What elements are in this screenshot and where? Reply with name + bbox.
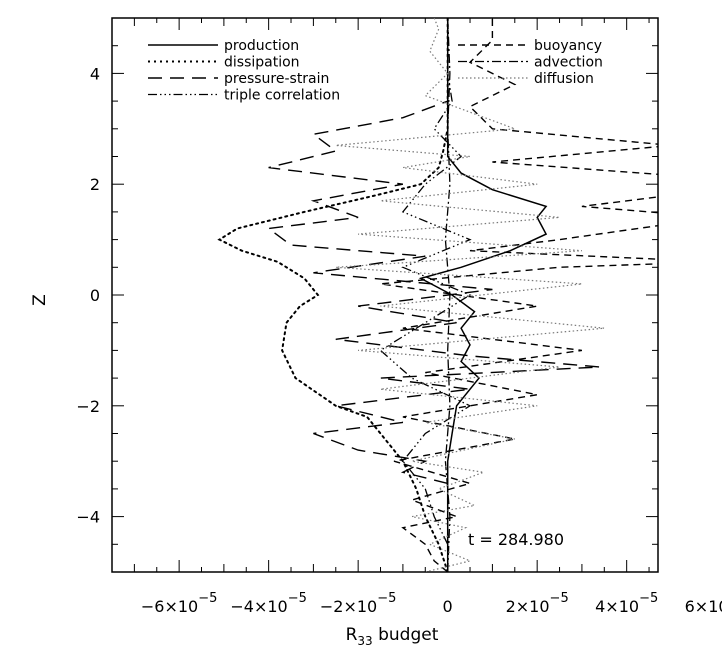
legend-entry-production: production	[148, 38, 299, 54]
legend-entry-triple-correlation: triple correlation	[148, 88, 340, 104]
series-line-advection	[444, 18, 451, 572]
legend-label: pressure-strain	[224, 71, 329, 87]
legend-entry-buoyancy: buoyancy	[458, 38, 602, 54]
legend: productiondissipationpressure-straintrip…	[148, 38, 603, 104]
x-tick-mantissa: 2×10	[506, 597, 550, 616]
y-tick-label: 4	[90, 64, 100, 83]
y-axis: −4 −2 0 2 4	[76, 17, 658, 573]
x-tick-label: 0	[443, 597, 453, 616]
x-tick-label: −2×10−5	[320, 591, 397, 616]
plot-border	[111, 17, 659, 573]
x-tick-mantissa: 4×10	[595, 597, 639, 616]
series-line-triple-correlation	[379, 73, 472, 545]
x-axis-label-rest: budget	[373, 625, 439, 645]
time-annotation: t = 284.980	[468, 530, 564, 549]
y-tick-label: −4	[76, 508, 100, 527]
x-tick-exponent: −5	[550, 591, 569, 606]
legend-entry-diffusion: diffusion	[458, 71, 594, 87]
series-line-pressure-strain	[266, 100, 600, 485]
y-tick-label: 0	[90, 286, 100, 305]
x-tick-label: 4×10−5	[595, 591, 658, 616]
legend-label: diffusion	[534, 71, 594, 87]
x-tick-mantissa: 0	[443, 597, 453, 616]
x-tick-exponent: −5	[288, 591, 307, 606]
legend-label: dissipation	[224, 55, 300, 71]
legend-label: advection	[534, 55, 603, 71]
legend-label: production	[224, 38, 299, 54]
x-tick-mantissa: −6×10	[141, 597, 198, 616]
x-axis: −6×10−5−4×10−5−2×10−502×10−54×10−56×10−5	[133, 18, 722, 616]
legend-entry-pressure-strain: pressure-strain	[148, 71, 329, 87]
x-tick-label: 6×10−5	[685, 591, 722, 616]
legend-label: triple correlation	[224, 88, 340, 104]
legend-entry-advection: advection	[458, 55, 603, 71]
x-tick-label: −6×10−5	[141, 591, 218, 616]
y-tick-label: −2	[76, 397, 100, 416]
x-axis-label-sub: 33	[357, 634, 372, 648]
x-tick-mantissa: −4×10	[230, 597, 287, 616]
series-line-dissipation	[217, 18, 449, 572]
legend-entry-dissipation: dissipation	[148, 55, 300, 71]
legend-label: buoyancy	[534, 38, 602, 54]
series-group	[217, 18, 658, 572]
x-tick-mantissa: 6×10	[685, 597, 722, 616]
x-tick-exponent: −5	[639, 591, 658, 606]
plot-frame	[111, 17, 659, 573]
x-tick-label: 2×10−5	[506, 591, 569, 616]
series-line-production	[418, 18, 548, 572]
x-tick-label: −4×10−5	[230, 591, 307, 616]
x-tick-exponent: −5	[198, 591, 217, 606]
x-tick-mantissa: −2×10	[320, 597, 377, 616]
series-line-buoyancy	[380, 18, 658, 572]
y-axis-label: Z	[30, 294, 50, 306]
y-tick-label: 2	[90, 175, 100, 194]
x-axis-label: R33 budget	[346, 625, 439, 648]
x-axis-label-main: R	[346, 625, 358, 645]
x-tick-exponent: −5	[377, 591, 396, 606]
